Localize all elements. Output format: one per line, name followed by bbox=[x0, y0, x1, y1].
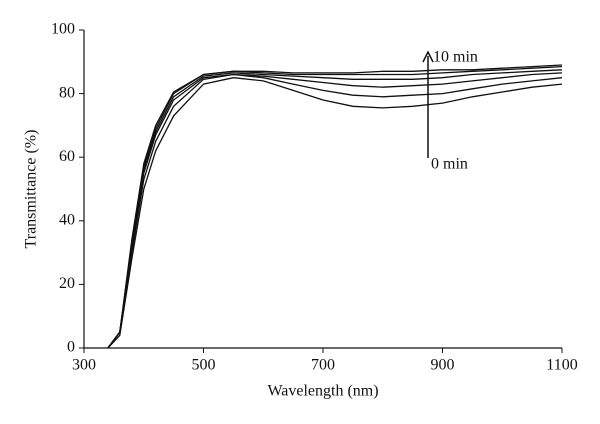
x-axis-label: Wavelength (nm) bbox=[267, 383, 378, 400]
y-axis-label: Transmittance (%) bbox=[23, 130, 40, 249]
arrow-head bbox=[422, 50, 434, 63]
x-tick-label: 300 bbox=[72, 357, 96, 374]
data-line bbox=[107, 69, 563, 349]
annotation: 0 min bbox=[431, 156, 468, 173]
annotation: 10 min bbox=[433, 49, 478, 66]
data-line bbox=[107, 64, 563, 349]
data-line bbox=[107, 65, 563, 349]
data-line bbox=[107, 73, 563, 349]
y-tick-label: 0 bbox=[67, 339, 75, 356]
x-tick-label: 700 bbox=[311, 357, 335, 374]
y-tick-label: 80 bbox=[59, 84, 75, 101]
y-tick-label: 60 bbox=[59, 148, 75, 165]
x-tick-label: 1100 bbox=[546, 357, 577, 374]
y-tick-label: 100 bbox=[51, 21, 75, 38]
data-line bbox=[107, 77, 563, 349]
x-tick-label: 500 bbox=[192, 357, 216, 374]
y-tick-label: 40 bbox=[59, 211, 75, 228]
x-tick-label: 900 bbox=[431, 357, 455, 374]
y-tick-label: 20 bbox=[59, 275, 75, 292]
